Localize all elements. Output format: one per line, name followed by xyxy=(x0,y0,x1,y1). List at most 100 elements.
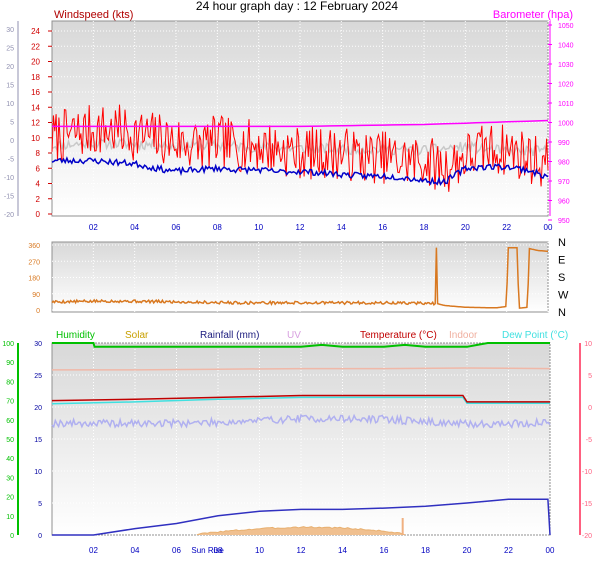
barometer-tick-label: 1050 xyxy=(558,23,574,30)
legend-panel3-item: Indoor xyxy=(449,330,478,341)
rain-tick-label: 0 xyxy=(38,533,42,540)
wind-tick-label: 2 xyxy=(36,195,41,204)
series-barometer xyxy=(52,119,549,128)
humidity-tick-label: 30 xyxy=(6,475,14,482)
humidity-tick-label: 40 xyxy=(6,456,14,463)
legend-panel3-item: Solar xyxy=(125,330,149,341)
outer-tick-label: -5 xyxy=(8,157,14,164)
direction-tick-label: 360 xyxy=(28,243,40,250)
legend-panel3-item: UV xyxy=(287,330,301,341)
x-tick-label: 20 xyxy=(461,223,470,232)
wind-tick-label: 24 xyxy=(31,27,40,36)
outer-tick-label: 0 xyxy=(10,138,14,145)
outer-tick-label: -10 xyxy=(4,175,14,182)
series-solar xyxy=(196,526,406,536)
x-tick-label: 06 xyxy=(172,546,181,555)
series-windspeed xyxy=(51,104,549,192)
x-tick-label: 14 xyxy=(338,546,347,555)
series-temperature xyxy=(51,394,550,403)
compass-label: N xyxy=(558,307,566,319)
outer-tick-label: 5 xyxy=(10,120,14,127)
series-indoor xyxy=(52,367,551,371)
wind-tick-label: 8 xyxy=(36,149,41,158)
wind-tick-label: 0 xyxy=(36,210,41,219)
wind-tick-label: 16 xyxy=(31,88,40,97)
wind-tick-label: 22 xyxy=(31,42,40,51)
sunrise-label: Sun Rise xyxy=(191,546,224,555)
outer-tick-label: 10 xyxy=(6,101,14,108)
barometer-tick-label: 960 xyxy=(558,199,570,206)
legend-panel3-item: Dew Point (°C) xyxy=(502,330,568,341)
compass-label: W xyxy=(558,290,569,302)
x-tick-label: 08 xyxy=(213,223,222,232)
direction-tick-label: 90 xyxy=(32,292,40,299)
x-tick-label: 10 xyxy=(255,546,264,555)
barometer-tick-label: 1000 xyxy=(558,121,574,128)
rain-tick-label: 15 xyxy=(34,437,42,444)
compass-label: S xyxy=(558,272,565,284)
barometer-tick-label: 1030 xyxy=(558,62,574,69)
x-tick-label: 12 xyxy=(297,546,306,555)
rain-tick-label: 25 xyxy=(34,373,42,380)
x-tick-label: 10 xyxy=(254,223,263,232)
x-tick-label: 04 xyxy=(130,223,139,232)
wind-tick-label: 14 xyxy=(31,103,40,112)
barometer-tick-label: 990 xyxy=(558,140,570,147)
temp-tick-label: 0 xyxy=(588,405,592,412)
series-dew-point xyxy=(51,396,550,405)
humidity-tick-label: 80 xyxy=(6,379,14,386)
humidity-tick-label: 50 xyxy=(6,437,14,444)
barometer-tick-label: 980 xyxy=(558,160,570,167)
wind-tick-label: 18 xyxy=(31,73,40,82)
series-humidity xyxy=(52,342,550,348)
direction-tick-label: 270 xyxy=(28,259,40,266)
x-tick-label: 16 xyxy=(380,546,389,555)
barometer-tick-label: 970 xyxy=(558,179,570,186)
x-tick-label: 00 xyxy=(544,223,553,232)
humidity-tick-label: 90 xyxy=(6,360,14,367)
barometer-tick-label: 1010 xyxy=(558,101,574,108)
x-tick-label: 02 xyxy=(89,223,98,232)
chart-title: 24 hour graph day : 12 February 2024 xyxy=(196,0,398,13)
x-tick-label: 22 xyxy=(502,223,511,232)
x-tick-label: 04 xyxy=(131,546,140,555)
x-tick-label: 16 xyxy=(378,223,387,232)
barometer-tick-label: 950 xyxy=(558,218,570,225)
x-tick-label: 22 xyxy=(504,546,513,555)
x-tick-label: 20 xyxy=(463,546,472,555)
humidity-tick-label: 10 xyxy=(6,514,14,521)
legend-panel3-item: Temperature (°C) xyxy=(360,330,437,341)
humidity-tick-label: 20 xyxy=(6,495,14,502)
temp-tick-label: -10 xyxy=(582,469,592,476)
temp-tick-label: -15 xyxy=(582,501,592,508)
x-tick-label: 18 xyxy=(420,223,429,232)
humidity-tick-label: 0 xyxy=(10,533,14,540)
temp-tick-label: 10 xyxy=(584,341,592,348)
barometer-tick-label: 1040 xyxy=(558,43,574,50)
temp-tick-label: 5 xyxy=(588,373,592,380)
outer-tick-label: 15 xyxy=(6,83,14,90)
rain-tick-label: 30 xyxy=(34,341,42,348)
rain-tick-label: 5 xyxy=(38,501,42,508)
compass-label: E xyxy=(558,255,565,267)
humidity-tick-label: 70 xyxy=(6,399,14,406)
legend-barometer: Barometer (hpa) xyxy=(493,9,573,21)
wind-tick-label: 6 xyxy=(36,164,41,173)
temp-tick-label: -5 xyxy=(586,437,592,444)
wind-tick-label: 4 xyxy=(36,180,41,189)
series-uv xyxy=(51,413,551,430)
wind-tick-label: 10 xyxy=(31,134,40,143)
x-tick-label: 06 xyxy=(172,223,181,232)
outer-tick-label: 30 xyxy=(6,27,14,34)
wind-tick-label: 20 xyxy=(31,58,40,67)
wind-tick-label: 12 xyxy=(31,119,40,128)
direction-tick-label: 180 xyxy=(28,276,40,283)
rain-tick-label: 10 xyxy=(34,469,42,476)
series-avg-wind xyxy=(51,156,549,186)
series-gust xyxy=(51,136,549,159)
x-tick-label: 12 xyxy=(296,223,305,232)
humidity-tick-label: 60 xyxy=(6,418,14,425)
legend-panel3-item: Rainfall (mm) xyxy=(200,330,259,341)
rain-tick-label: 20 xyxy=(34,405,42,412)
